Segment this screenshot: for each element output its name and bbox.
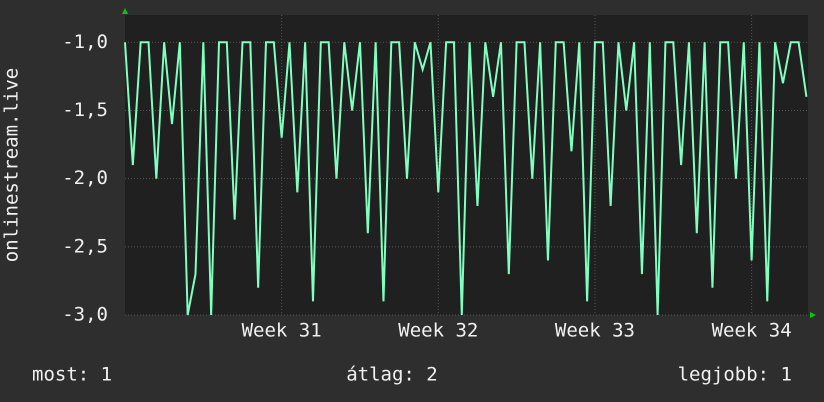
axis-arrow: [122, 8, 128, 14]
y-tick-label: -1,0: [62, 31, 108, 53]
x-tick-label: Week 32: [398, 320, 478, 342]
x-tick-label: Week 34: [712, 320, 792, 342]
x-tick-label: Week 33: [555, 320, 635, 342]
footer-best: legjobb: 1: [678, 364, 792, 386]
axis-arrow: [810, 312, 816, 318]
y-tick-label: -2,0: [62, 167, 108, 189]
footer-average: átlag: 2: [346, 364, 438, 386]
y-axis-label: onlinestream.live: [1, 68, 23, 262]
x-tick-label: Week 31: [242, 320, 322, 342]
footer-current: most: 1: [32, 364, 112, 386]
data-line: [124, 41, 808, 316]
y-tick-label: -2,5: [62, 235, 108, 257]
y-tick-label: -1,5: [62, 99, 108, 121]
y-tick-label: -3,0: [62, 304, 108, 326]
